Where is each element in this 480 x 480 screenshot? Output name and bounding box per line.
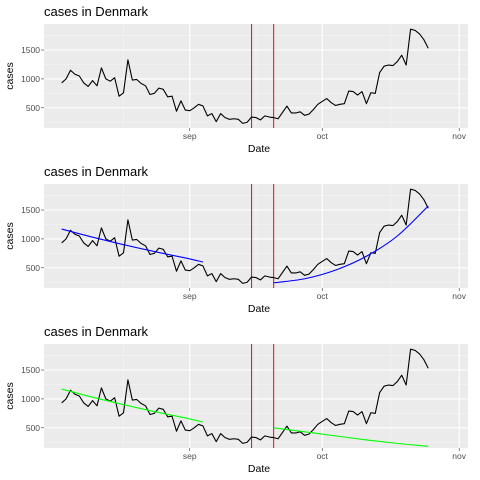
y-axis-title: cases bbox=[4, 222, 16, 249]
x-tick-label: oct bbox=[317, 451, 329, 461]
trend-fit-line bbox=[273, 427, 429, 447]
x-tick-label: nov bbox=[452, 291, 466, 301]
x-tick-label: nov bbox=[452, 451, 466, 461]
x-axis-title: Date bbox=[248, 463, 270, 475]
x-tick-label: nov bbox=[452, 131, 466, 141]
chart-panel-2: cases in Denmark sep oct nov 500 1000 1500 Date… bbox=[4, 164, 468, 315]
x-axis-title: Date bbox=[248, 303, 270, 315]
cases-series-line bbox=[61, 188, 429, 284]
cases-series-line bbox=[61, 348, 429, 444]
y-tick-label: 1000 bbox=[21, 74, 40, 84]
chart-title: cases in Denmark bbox=[44, 164, 149, 179]
y-axis-title: cases bbox=[4, 62, 16, 89]
y-tick-label: 500 bbox=[26, 423, 40, 433]
x-tick-label: oct bbox=[317, 131, 329, 141]
x-axis-title: Date bbox=[248, 143, 270, 155]
y-tick-label: 1500 bbox=[21, 45, 40, 55]
trend-fit-line bbox=[61, 228, 204, 263]
trend-fit-line bbox=[273, 205, 429, 284]
y-tick-label: 1000 bbox=[21, 234, 40, 244]
chart-panel-1: cases in Denmark sep oct nov 500 1000 1500 Date… bbox=[4, 4, 468, 155]
y-tick-label: 500 bbox=[26, 103, 40, 113]
cases-series-line bbox=[61, 28, 429, 124]
y-axis-title: cases bbox=[4, 382, 16, 409]
chart-title: cases in Denmark bbox=[44, 4, 149, 19]
y-tick-label: 1000 bbox=[21, 394, 40, 404]
chart-title: cases in Denmark bbox=[44, 324, 149, 339]
y-tick-label: 1500 bbox=[21, 365, 40, 375]
trend-fit-line bbox=[61, 388, 204, 423]
x-tick-label: sep bbox=[183, 131, 197, 141]
x-tick-label: sep bbox=[183, 291, 197, 301]
x-tick-label: sep bbox=[183, 451, 197, 461]
y-tick-label: 500 bbox=[26, 263, 40, 273]
y-tick-label: 1500 bbox=[21, 205, 40, 215]
x-tick-label: oct bbox=[317, 291, 329, 301]
chart-panel-3: cases in Denmark sep oct nov 500 1000 1500 Date… bbox=[4, 324, 468, 475]
